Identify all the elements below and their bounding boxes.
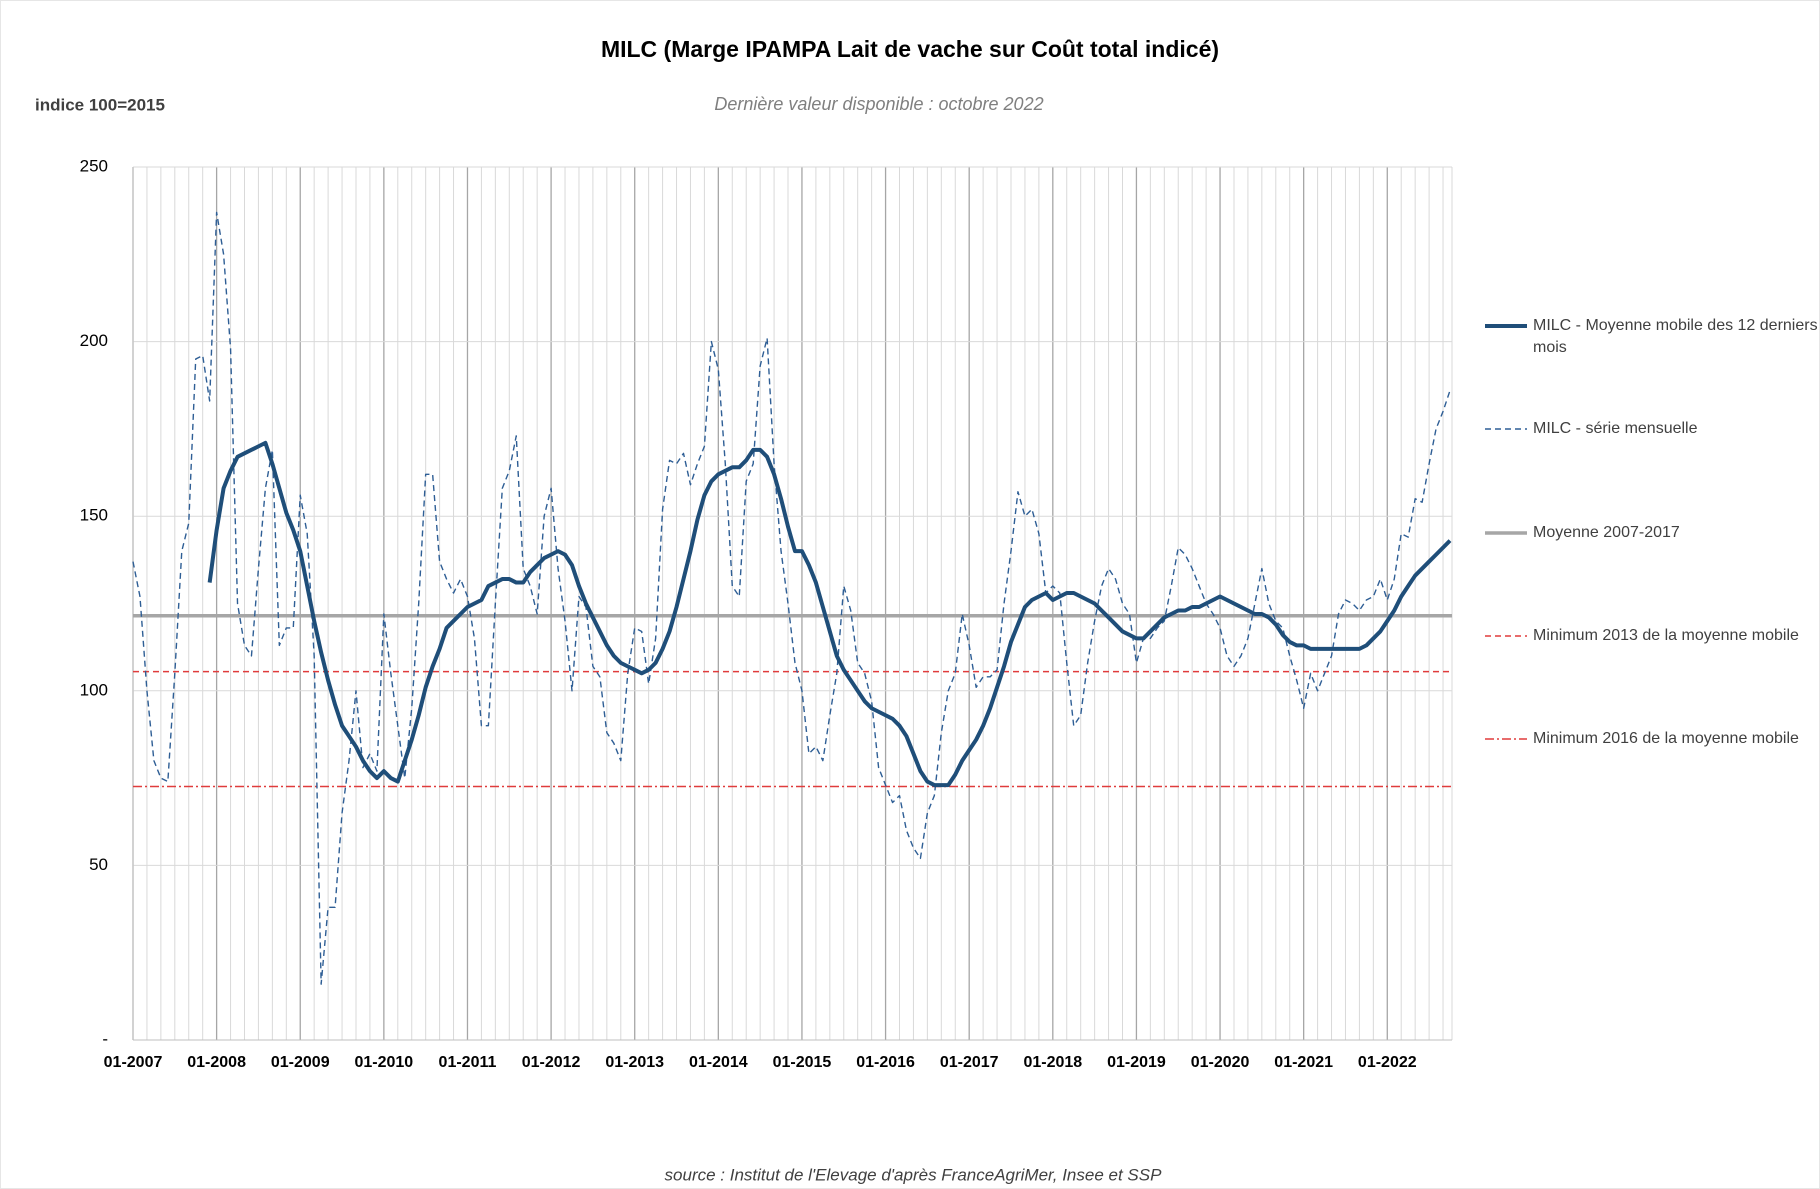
legend-swatch (1485, 635, 1527, 637)
x-tick-label: 01-2013 (605, 1054, 664, 1071)
legend-label: Minimum 2013 de la moyenne mobile (1533, 627, 1799, 644)
x-tick-label: 01-2018 (1023, 1054, 1082, 1071)
x-tick-label: 01-2009 (271, 1054, 330, 1071)
y-tick-label: 150 (80, 506, 108, 525)
series-line (132, 211, 1451, 985)
x-tick-label: 01-2008 (187, 1054, 246, 1071)
y-tick-label: 250 (80, 156, 108, 175)
x-tick-label: 01-2011 (439, 1054, 497, 1071)
x-tick-label: 01-2014 (689, 1054, 748, 1071)
legend-swatch (1485, 531, 1527, 535)
x-tick-label: 01-2016 (856, 1054, 915, 1071)
y-axis-label: indice 100=2015 (35, 95, 165, 114)
x-tick-label: 01-2021 (1274, 1054, 1333, 1071)
legend-label: Minimum 2016 de la moyenne mobile (1533, 730, 1799, 747)
legend-label: MILC - série mensuelle (1533, 420, 1698, 437)
subtitle: Dernière valeur disponible : octobre 202… (714, 94, 1043, 114)
y-tick-label: 100 (80, 680, 108, 699)
y-tick-label: 50 (89, 855, 108, 874)
y-tick-label: 200 (80, 331, 108, 350)
x-tick-label: 01-2015 (773, 1054, 832, 1071)
legend-swatch (1485, 428, 1527, 430)
x-tick-label: 01-2020 (1191, 1054, 1250, 1071)
legend-label: Moyenne 2007-2017 (1533, 524, 1680, 541)
x-tick-label: 01-2022 (1358, 1054, 1417, 1071)
series-line (207, 440, 1452, 788)
chart-title: MILC (Marge IPAMPA Lait de vache sur Coû… (601, 36, 1219, 62)
source: source : Institut de l'Elevage d'après F… (665, 1165, 1163, 1184)
legend-label: MILC - Moyenne mobile des 12 derniers mo… (1533, 317, 1818, 356)
legend-swatch (1485, 738, 1527, 740)
y-tick-label: - (102, 1029, 108, 1048)
x-tick-label: 01-2007 (104, 1054, 163, 1071)
x-tick-label: 01-2019 (1107, 1054, 1166, 1071)
x-tick-label: 01-2017 (940, 1054, 999, 1071)
x-tick-label: 01-2012 (522, 1054, 581, 1071)
x-tick-label: 01-2010 (354, 1054, 413, 1071)
legend-swatch (1485, 324, 1527, 328)
